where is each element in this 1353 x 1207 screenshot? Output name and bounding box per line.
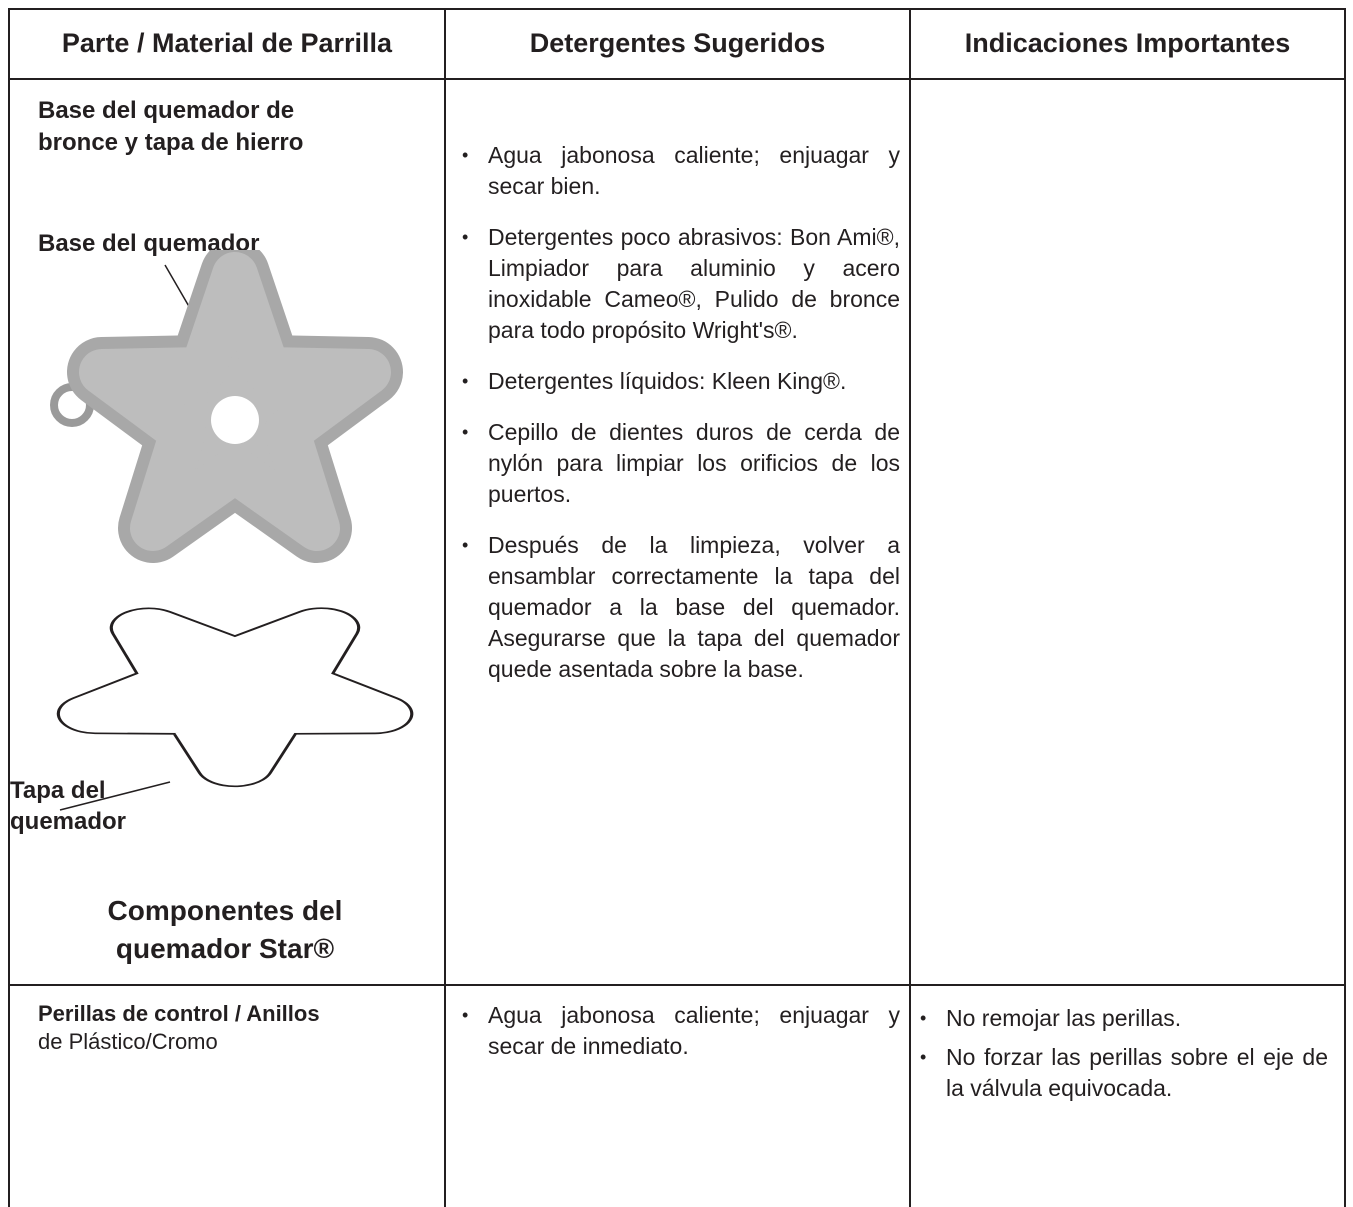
border — [8, 78, 1346, 80]
part-title: Perillas de control / Anillos — [38, 1001, 320, 1026]
header: Parte / Material de Parrilla — [61, 27, 393, 58]
header: Indicaciones Importantes — [964, 27, 1291, 58]
note-item: No forzar las perillas sobre el eje de l… — [918, 1042, 1328, 1104]
border — [8, 8, 1346, 10]
header: Detergentes Sugeridos — [529, 27, 826, 58]
border — [444, 8, 446, 1207]
notes-list: No remojar las perillas. No forzar las pe… — [918, 1003, 1328, 1112]
border — [1344, 8, 1346, 1207]
border — [8, 8, 10, 1207]
detergent-list: Agua jabonosa caliente; enjuagar y secar… — [460, 1000, 900, 1082]
detergent-item: Cepillo de dientes duros de cerda de nyl… — [460, 417, 900, 510]
detergent-item: Detergentes poco abrasivos: Bon Ami®, Li… — [460, 222, 900, 346]
detergent-list: Agua jabonosa caliente; enjuagar y secar… — [460, 140, 900, 705]
detergent-item: Después de la limpieza, volver a ensambl… — [460, 530, 900, 685]
detergent-item: Agua jabonosa caliente; enjuagar y secar… — [460, 1000, 900, 1062]
part-cell: Perillas de control / Anillos de Plástic… — [38, 1000, 418, 1056]
part-subtitle: de Plástico/Cromo — [38, 1029, 218, 1054]
detergent-item: Detergentes líquidos: Kleen King®. — [460, 366, 900, 397]
caption: Componentes del quemador Star® — [107, 895, 343, 964]
border — [8, 984, 1346, 986]
detergent-item: Agua jabonosa caliente; enjuagar y secar… — [460, 140, 900, 202]
border — [909, 8, 911, 1207]
burner-illustration — [50, 250, 414, 811]
note-item: No remojar las perillas. — [918, 1003, 1328, 1034]
image-label: Tapa del quemador — [10, 777, 127, 835]
part-title: Base del quemador de bronce y tapa de hi… — [38, 97, 304, 156]
